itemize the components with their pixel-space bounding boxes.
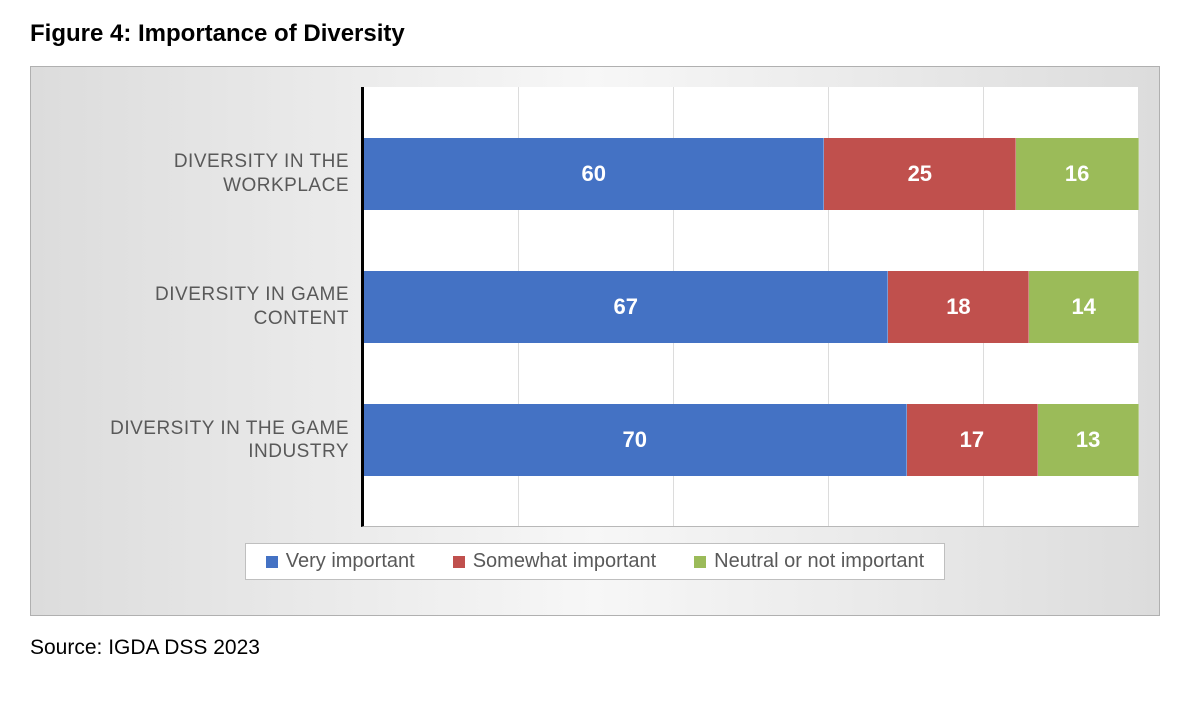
label-line: CONTENT <box>254 308 349 329</box>
label-line: DIVERSITY IN THE <box>174 151 349 172</box>
bar-segment: 14 <box>1029 271 1139 343</box>
bar-segment: 16 <box>1016 138 1139 210</box>
bars-container: 602516 671814 701713 <box>364 87 1139 526</box>
category-label-2: DIVERSITY IN THE GAME INDUSTRY <box>51 417 349 465</box>
legend-item-0: Very important <box>266 550 415 573</box>
bar-segment: 17 <box>907 404 1039 476</box>
bar-segment: 60 <box>364 138 824 210</box>
legend: Very important Somewhat important Neutra… <box>245 543 945 580</box>
y-axis-labels: DIVERSITY IN THE WORKPLACE DIVERSITY IN … <box>51 87 361 527</box>
legend-label: Very important <box>286 550 415 573</box>
legend-label: Somewhat important <box>473 550 656 573</box>
category-label-1: DIVERSITY IN GAME CONTENT <box>51 283 349 331</box>
bar-segment: 70 <box>364 404 907 476</box>
chart-frame: DIVERSITY IN THE WORKPLACE DIVERSITY IN … <box>30 66 1160 616</box>
bar-row: 701713 <box>364 404 1139 476</box>
bar-segment: 13 <box>1038 404 1139 476</box>
figure-title: Figure 4: Importance of Diversity <box>30 20 1162 48</box>
bar-segment: 67 <box>364 271 888 343</box>
label-line: DIVERSITY IN GAME <box>155 284 349 305</box>
source-text: Source: IGDA DSS 2023 <box>30 636 1162 660</box>
legend-swatch <box>694 556 706 568</box>
bar-segment: 25 <box>824 138 1016 210</box>
category-label-0: DIVERSITY IN THE WORKPLACE <box>51 150 349 198</box>
label-line: WORKPLACE <box>223 175 349 196</box>
plot-wrap: DIVERSITY IN THE WORKPLACE DIVERSITY IN … <box>51 87 1139 527</box>
plot-area: 602516 671814 701713 <box>361 87 1139 527</box>
bar-segment: 18 <box>888 271 1029 343</box>
legend-item-1: Somewhat important <box>453 550 656 573</box>
label-line: DIVERSITY IN THE GAME <box>110 418 349 439</box>
legend-swatch <box>266 556 278 568</box>
legend-swatch <box>453 556 465 568</box>
legend-label: Neutral or not important <box>714 550 924 573</box>
label-line: INDUSTRY <box>248 441 349 462</box>
legend-item-2: Neutral or not important <box>694 550 924 573</box>
bar-row: 671814 <box>364 271 1139 343</box>
bar-row: 602516 <box>364 138 1139 210</box>
